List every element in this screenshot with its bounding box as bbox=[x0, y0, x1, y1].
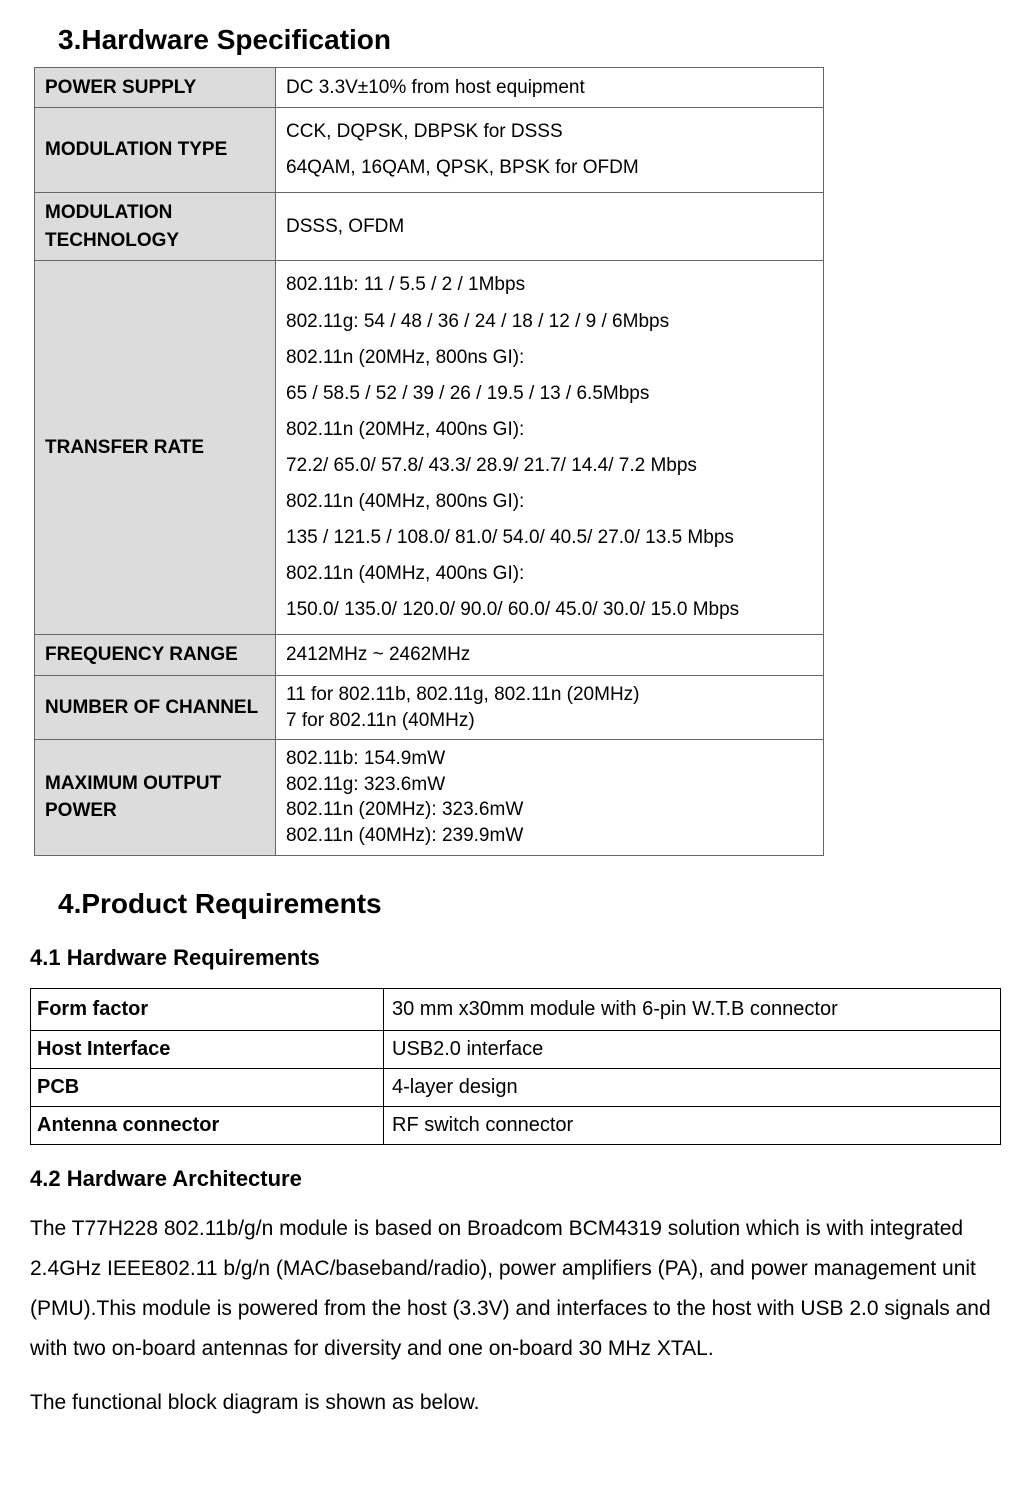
spec-value-line: 7 for 802.11n (40MHz) bbox=[286, 708, 813, 734]
section-4-heading: 4.Product Requirements bbox=[58, 884, 1001, 925]
spec-value-line: 802.11n (40MHz, 800ns GI): bbox=[286, 484, 813, 520]
spec-value-line: 135 / 121.5 / 108.0/ 81.0/ 54.0/ 40.5/ 2… bbox=[286, 520, 813, 556]
table-row: MAXIMUM OUTPUT POWER802.11b: 154.9mW802.… bbox=[35, 740, 824, 856]
table-row: MODULATION TYPECCK, DQPSK, DBPSK for DSS… bbox=[35, 108, 824, 193]
spec-value-line: 802.11b: 11 / 5.5 / 2 / 1Mbps bbox=[286, 267, 813, 303]
table-row: Host InterfaceUSB2.0 interface bbox=[31, 1031, 1001, 1069]
section-3-heading: 3.Hardware Specification bbox=[58, 20, 1001, 61]
spec-value: DC 3.3V±10% from host equipment bbox=[276, 67, 824, 108]
spec-value-line: 802.11n (20MHz, 400ns GI): bbox=[286, 412, 813, 448]
table-row: Antenna connectorRF switch connector bbox=[31, 1107, 1001, 1145]
spec-label: FREQUENCY RANGE bbox=[35, 635, 276, 676]
spec-value-line: 802.11n (20MHz): 323.6mW bbox=[286, 797, 813, 823]
spec-label: POWER SUPPLY bbox=[35, 67, 276, 108]
spec-value-line: 64QAM, 16QAM, QPSK, BPSK for OFDM bbox=[286, 150, 813, 186]
spec-value-line: 802.11g: 323.6mW bbox=[286, 772, 813, 798]
spec-label: TRANSFER RATE bbox=[35, 261, 276, 635]
spec-value: DSSS, OFDM bbox=[276, 193, 824, 261]
req-value: RF switch connector bbox=[384, 1107, 1001, 1145]
section-4-2-heading: 4.2 Hardware Architecture bbox=[30, 1163, 1001, 1195]
arch-paragraph-1: The T77H228 802.11b/g/n module is based … bbox=[30, 1209, 1001, 1369]
req-label: PCB bbox=[31, 1069, 384, 1107]
spec-value: 802.11b: 154.9mW802.11g: 323.6mW802.11n … bbox=[276, 740, 824, 856]
spec-label: NUMBER OF CHANNEL bbox=[35, 675, 276, 739]
spec-value: 11 for 802.11b, 802.11g, 802.11n (20MHz)… bbox=[276, 675, 824, 739]
arch-paragraph-2: The functional block diagram is shown as… bbox=[30, 1383, 1001, 1423]
spec-value-line: 65 / 58.5 / 52 / 39 / 26 / 19.5 / 13 / 6… bbox=[286, 376, 813, 412]
spec-label: MODULATION TYPE bbox=[35, 108, 276, 193]
spec-label: MODULATION TECHNOLOGY bbox=[35, 193, 276, 261]
req-label: Host Interface bbox=[31, 1031, 384, 1069]
req-value: 4-layer design bbox=[384, 1069, 1001, 1107]
spec-value-line: 802.11b: 154.9mW bbox=[286, 746, 813, 772]
req-value: 30 mm x30mm module with 6-pin W.T.B conn… bbox=[384, 989, 1001, 1031]
table-row: NUMBER OF CHANNEL11 for 802.11b, 802.11g… bbox=[35, 675, 824, 739]
spec-value: 2412MHz ~ 2462MHz bbox=[276, 635, 824, 676]
spec-value-line: CCK, DQPSK, DBPSK for DSSS bbox=[286, 114, 813, 150]
spec-value-line: 802.11n (40MHz): 239.9mW bbox=[286, 823, 813, 849]
table-row: POWER SUPPLYDC 3.3V±10% from host equipm… bbox=[35, 67, 824, 108]
spec-value-line: 11 for 802.11b, 802.11g, 802.11n (20MHz) bbox=[286, 682, 813, 708]
hardware-spec-table: POWER SUPPLYDC 3.3V±10% from host equipm… bbox=[34, 67, 824, 856]
spec-value-line: 72.2/ 65.0/ 57.8/ 43.3/ 28.9/ 21.7/ 14.4… bbox=[286, 448, 813, 484]
section-4-1-heading: 4.1 Hardware Requirements bbox=[30, 942, 1001, 974]
spec-value: 802.11b: 11 / 5.5 / 2 / 1Mbps802.11g: 54… bbox=[276, 261, 824, 635]
hardware-req-table: Form factor30 mm x30mm module with 6-pin… bbox=[30, 988, 1001, 1145]
spec-label: MAXIMUM OUTPUT POWER bbox=[35, 740, 276, 856]
spec-value-line: 802.11g: 54 / 48 / 36 / 24 / 18 / 12 / 9… bbox=[286, 304, 813, 340]
req-value: USB2.0 interface bbox=[384, 1031, 1001, 1069]
table-row: FREQUENCY RANGE2412MHz ~ 2462MHz bbox=[35, 635, 824, 676]
req-label: Antenna connector bbox=[31, 1107, 384, 1145]
table-row: MODULATION TECHNOLOGYDSSS, OFDM bbox=[35, 193, 824, 261]
spec-value-line: 802.11n (40MHz, 400ns GI): bbox=[286, 556, 813, 592]
req-label: Form factor bbox=[31, 989, 384, 1031]
table-row: TRANSFER RATE802.11b: 11 / 5.5 / 2 / 1Mb… bbox=[35, 261, 824, 635]
table-row: PCB4-layer design bbox=[31, 1069, 1001, 1107]
spec-value: CCK, DQPSK, DBPSK for DSSS64QAM, 16QAM, … bbox=[276, 108, 824, 193]
spec-value-line: 150.0/ 135.0/ 120.0/ 90.0/ 60.0/ 45.0/ 3… bbox=[286, 592, 813, 628]
spec-value-line: 802.11n (20MHz, 800ns GI): bbox=[286, 340, 813, 376]
table-row: Form factor30 mm x30mm module with 6-pin… bbox=[31, 989, 1001, 1031]
